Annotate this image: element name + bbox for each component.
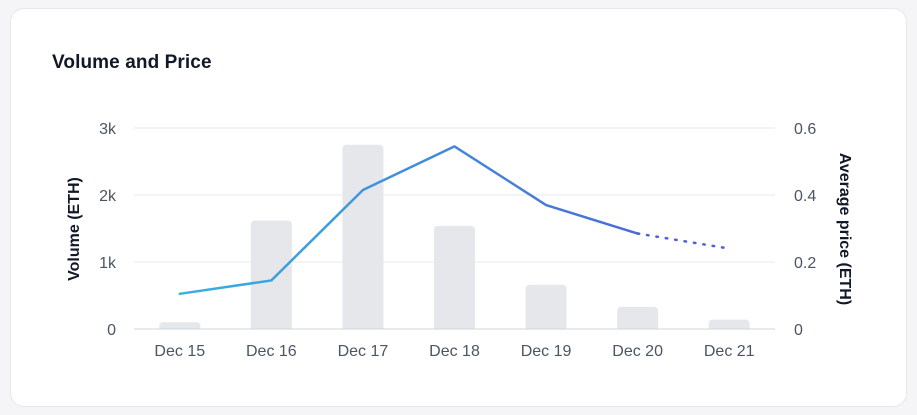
price-line [178, 145, 731, 296]
y-right-tick-label: 0 [794, 322, 803, 339]
price-line-projected [636, 232, 731, 250]
y-right-tick-label: 0.2 [794, 255, 816, 272]
x-tick-label: Dec 20 [612, 343, 663, 360]
volume-bar [617, 306, 659, 333]
volume-bar [434, 225, 475, 333]
volume-price-card: Volume and Price [10, 8, 907, 407]
x-tick-label: Dec 16 [246, 343, 297, 360]
y-right-tick-label: 0.4 [794, 188, 816, 205]
volume-bar [250, 220, 292, 333]
volume-bar [342, 144, 384, 333]
y-left-tick-label: 2k [99, 188, 117, 205]
card-title: Volume and Price [52, 52, 212, 73]
x-tick-label: Dec 19 [521, 343, 572, 360]
x-tick-label: Dec 15 [154, 343, 205, 360]
volume-bar [525, 284, 567, 333]
y-left-tick-label: 0 [107, 322, 116, 339]
volume-bars [134, 144, 775, 335]
y-right-tick-label: 0.6 [794, 121, 816, 138]
price-line-solid [178, 145, 639, 296]
y-left-tick-label: 3k [99, 121, 117, 138]
y-right-axis-title: Average price (ETH) [836, 153, 853, 305]
bar-baseline-mask [134, 329, 775, 335]
x-tick-label: Dec 21 [704, 343, 755, 360]
y-left-axis-title: Volume (ETH) [66, 177, 83, 281]
axes: 0 1k 2k 3k 0 0.2 0.4 0.6 Dec 15 Dec 16 Dec 17 Dec 1… [66, 121, 853, 360]
y-left-tick-label: 1k [99, 255, 117, 272]
x-tick-label: Dec 18 [429, 343, 480, 360]
x-tick-label: Dec 17 [338, 343, 389, 360]
